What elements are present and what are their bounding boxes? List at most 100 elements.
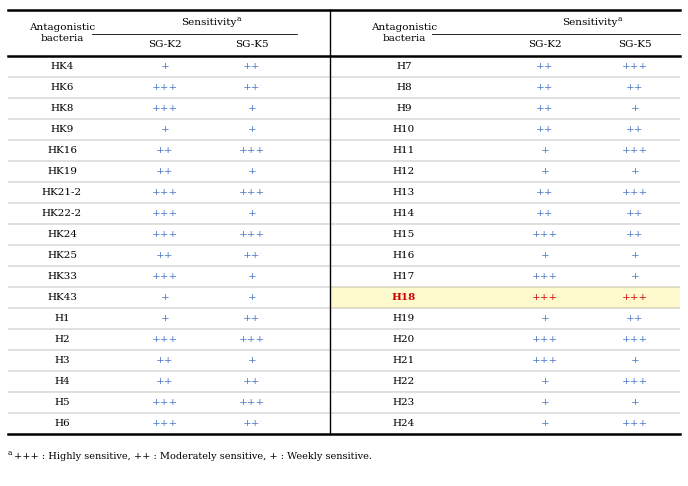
Text: +++: +++ [532,230,558,239]
Text: H18: H18 [392,293,416,302]
Text: a: a [8,449,12,457]
Text: +: + [160,62,169,71]
Text: ++: ++ [244,314,261,323]
Text: +++: +++ [622,146,648,155]
Text: SG-K5: SG-K5 [619,40,652,50]
Text: HK24: HK24 [47,230,77,239]
Text: H9: H9 [396,104,412,113]
Text: H13: H13 [393,188,415,197]
Text: +++: +++ [622,293,648,302]
Text: ++: ++ [156,146,174,155]
Text: SG-K2: SG-K2 [528,40,562,50]
Text: +++ : Highly sensitive, ++ : Moderately sensitive, + : Weekly sensitive.: +++ : Highly sensitive, ++ : Moderately … [14,451,372,461]
Text: +++: +++ [152,398,178,407]
Text: H2: H2 [54,335,69,344]
Text: ++: ++ [244,419,261,428]
Text: ++: ++ [156,167,174,176]
Text: +++: +++ [152,230,178,239]
Text: +++: +++ [239,146,265,155]
Text: HK21-2: HK21-2 [42,188,82,197]
Text: ++: ++ [536,125,554,134]
Text: +: + [248,104,257,113]
Text: ++: ++ [156,377,174,386]
Text: +++: +++ [152,419,178,428]
Text: +: + [541,167,550,176]
Text: +++: +++ [622,419,648,428]
Text: ++: ++ [244,377,261,386]
Text: +: + [541,398,550,407]
Text: HK25: HK25 [47,251,77,260]
Text: ++: ++ [626,125,644,134]
Text: H7: H7 [396,62,412,71]
Text: HK33: HK33 [47,272,77,281]
Text: ++: ++ [156,251,174,260]
Text: Sensitivity: Sensitivity [562,18,618,28]
Text: a: a [618,15,623,23]
Text: +++: +++ [239,398,265,407]
Text: SG-K2: SG-K2 [148,40,182,50]
Text: HK19: HK19 [47,167,77,176]
Text: +: + [160,314,169,323]
Text: ++: ++ [244,62,261,71]
Text: SG-K5: SG-K5 [235,40,269,50]
Text: a: a [237,15,241,23]
Text: +++: +++ [152,209,178,218]
Text: ++: ++ [536,209,554,218]
Text: +: + [541,251,550,260]
Text: +: + [631,167,639,176]
Text: +: + [248,167,257,176]
Text: ++: ++ [244,83,261,92]
Text: +: + [160,125,169,134]
Text: H16: H16 [393,251,415,260]
Text: +: + [631,398,639,407]
Text: +: + [160,293,169,302]
Text: ++: ++ [536,83,554,92]
Text: H24: H24 [393,419,415,428]
Text: ++: ++ [626,209,644,218]
Text: Antagonistic
bacteria: Antagonistic bacteria [371,23,437,43]
Text: +++: +++ [152,188,178,197]
Text: ++: ++ [536,188,554,197]
Text: ++: ++ [244,251,261,260]
Text: H15: H15 [393,230,415,239]
Text: H23: H23 [393,398,415,407]
Text: +: + [248,293,257,302]
Text: +++: +++ [239,230,265,239]
Text: +++: +++ [239,335,265,344]
Text: +++: +++ [622,377,648,386]
Text: H4: H4 [54,377,69,386]
Text: +: + [541,146,550,155]
Text: +++: +++ [532,293,558,302]
Text: +++: +++ [532,335,558,344]
Text: +++: +++ [532,272,558,281]
Text: H14: H14 [393,209,415,218]
Text: H17: H17 [393,272,415,281]
Text: +++: +++ [239,188,265,197]
Text: ++: ++ [626,83,644,92]
Text: HK22-2: HK22-2 [42,209,82,218]
Text: ++: ++ [536,104,554,113]
Text: H19: H19 [393,314,415,323]
Text: H22: H22 [393,377,415,386]
Text: H6: H6 [54,419,69,428]
Text: +: + [541,419,550,428]
Text: +++: +++ [152,83,178,92]
Text: +: + [541,314,550,323]
Text: ++: ++ [536,62,554,71]
Text: H1: H1 [54,314,69,323]
Text: +: + [248,356,257,365]
Text: HK8: HK8 [50,104,74,113]
Text: H10: H10 [393,125,415,134]
Text: +: + [248,125,257,134]
Text: HK4: HK4 [50,62,74,71]
Text: +: + [631,104,639,113]
Text: +: + [631,272,639,281]
Text: Antagonistic
bacteria: Antagonistic bacteria [29,23,95,43]
Text: +: + [631,356,639,365]
Text: +: + [631,251,639,260]
Text: +: + [248,209,257,218]
Text: Sensitivity: Sensitivity [181,18,236,28]
Text: +++: +++ [532,356,558,365]
Text: H20: H20 [393,335,415,344]
Text: +: + [541,377,550,386]
